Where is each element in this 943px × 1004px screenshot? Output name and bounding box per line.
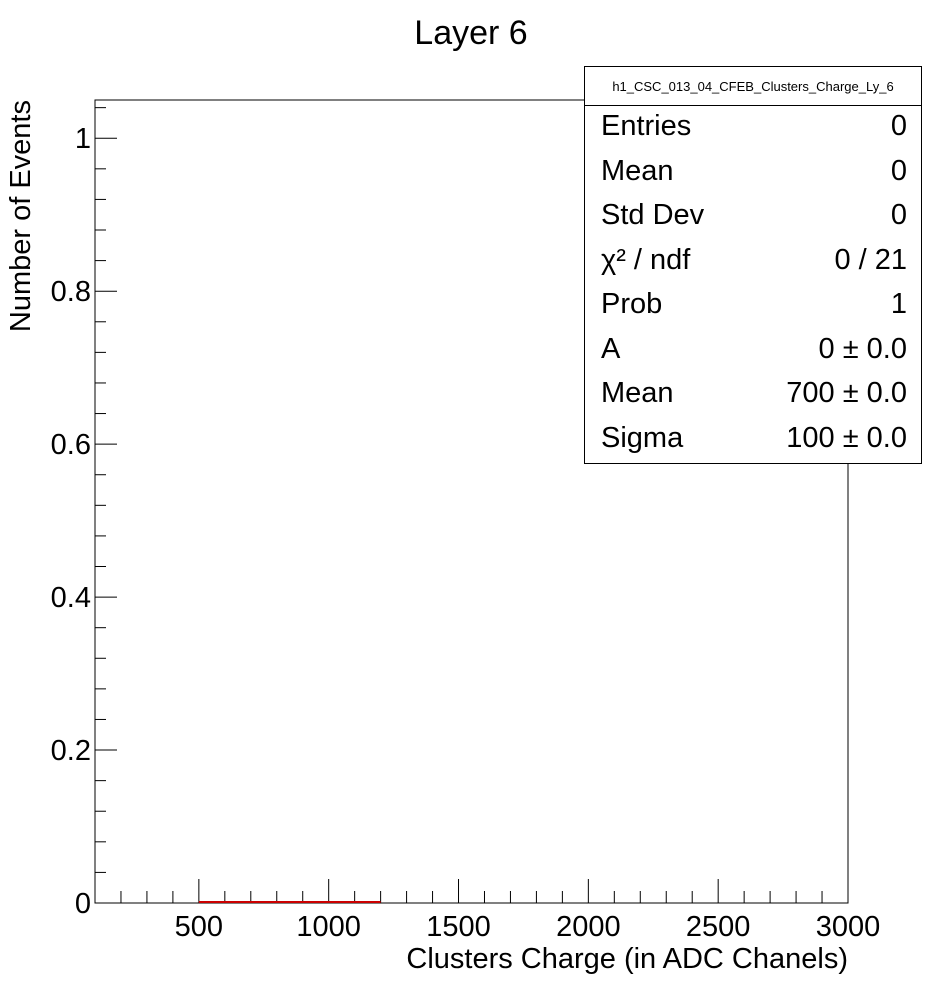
stats-key: Mean (601, 154, 674, 187)
stats-value: 0 / 21 (834, 243, 907, 276)
x-axis-label: Clusters Charge (in ADC Chanels) (406, 943, 848, 975)
stats-row-amplitude: A 0 ± 0.0 (585, 329, 921, 374)
stats-value: 0 (890, 154, 907, 187)
x-tick-label: 500 (175, 911, 223, 943)
stats-key: Mean (601, 377, 674, 409)
x-tick-label: 3000 (816, 911, 881, 943)
stats-key: Entries (601, 110, 692, 142)
stats-value: 0 (890, 199, 907, 231)
stats-row-std-dev: Std Dev 0 (585, 195, 921, 240)
data-marks (95, 901, 848, 904)
y-tick-label: 0.6 (51, 429, 91, 461)
stats-row-sigma: Sigma 100 ± 0.0 (585, 418, 921, 463)
stats-row-fit-mean: Mean 700 ± 0.0 (585, 373, 921, 418)
x-axis: 500 1000 1500 2000 2500 3000 (94, 879, 881, 943)
stats-key: χ² / ndf (601, 243, 691, 276)
stats-row-chi2-ndf: χ² / ndf 0 / 21 (585, 240, 921, 285)
stats-value: 100 ± 0.0 (786, 421, 907, 454)
stats-row-entries: Entries 0 (585, 106, 921, 151)
y-tick-label: 0 (75, 888, 91, 920)
stats-box: h1_CSC_013_04_CFEB_Clusters_Charge_Ly_6 … (584, 66, 922, 464)
y-tick-label: 1 (75, 123, 91, 155)
x-tick-label: 2500 (686, 911, 751, 943)
stats-row-mean: Mean 0 (585, 151, 921, 196)
stats-value: 700 ± 0.0 (786, 377, 907, 409)
stats-value: 0 ± 0.0 (818, 332, 907, 365)
stats-value: 1 (890, 288, 907, 320)
stats-row-prob: Prob 1 (585, 284, 921, 329)
y-axis-label: Number of Events (5, 100, 37, 332)
stats-key: A (601, 332, 621, 365)
chart-title: Layer 6 (414, 14, 527, 52)
y-axis: 0 0.2 0.4 0.6 0.8 1 (51, 107, 117, 920)
stats-key: Prob (601, 288, 663, 320)
stats-value: 0 (890, 110, 907, 142)
y-tick-label: 0.8 (51, 276, 91, 308)
stats-title: h1_CSC_013_04_CFEB_Clusters_Charge_Ly_6 (585, 67, 921, 106)
stats-key: Sigma (601, 421, 684, 454)
stats-key: Std Dev (601, 199, 705, 231)
x-tick-label: 1500 (426, 911, 491, 943)
y-tick-label: 0.4 (51, 582, 91, 614)
x-tick-label: 1000 (296, 911, 361, 943)
y-tick-label: 0.2 (51, 735, 91, 767)
x-tick-label: 2000 (556, 911, 621, 943)
